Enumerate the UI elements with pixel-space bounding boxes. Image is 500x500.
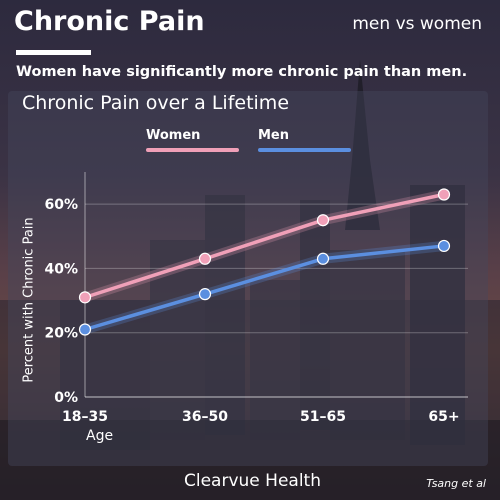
x-tick-label: 65+ (428, 409, 459, 425)
y-axis-label: Percent with Chronic Pain (21, 217, 37, 383)
chart-title: Chronic Pain over a Lifetime (22, 92, 290, 114)
page-title: Chronic Pain (14, 6, 205, 37)
x-tick-label: 18–35 (62, 409, 108, 425)
source-citation: Tsang et al (426, 477, 486, 490)
y-tick-label: 60% (44, 197, 78, 213)
point-men (198, 288, 212, 301)
legend-line-men (258, 148, 351, 152)
chart-panel (8, 91, 488, 466)
band-women (85, 189, 444, 303)
point-men (437, 239, 451, 253)
title-underline (16, 50, 91, 55)
point-women (198, 252, 212, 265)
legend-label-women: Women (146, 128, 201, 143)
brand-name: Clearvue Health (184, 471, 321, 491)
tagline: men vs women (352, 14, 482, 34)
point-women (78, 291, 92, 304)
point-women (437, 188, 451, 201)
point-women (316, 214, 330, 227)
y-tick-label: 20% (44, 326, 78, 342)
point-men (78, 323, 92, 336)
y-tick-label: 40% (44, 261, 78, 277)
point-men (316, 252, 330, 265)
x-axis-label: Age (86, 428, 114, 444)
legend-label-men: Men (258, 128, 290, 143)
legend-line-women (146, 148, 239, 152)
y-tick-label: 0% (54, 390, 78, 406)
band-men (85, 240, 444, 335)
line-women (84, 192, 445, 300)
x-tick-label: 51–65 (300, 409, 346, 425)
x-tick-label: 36–50 (182, 409, 228, 425)
line-men (84, 244, 445, 332)
subtitle: Women have significantly more chronic pa… (16, 64, 468, 80)
